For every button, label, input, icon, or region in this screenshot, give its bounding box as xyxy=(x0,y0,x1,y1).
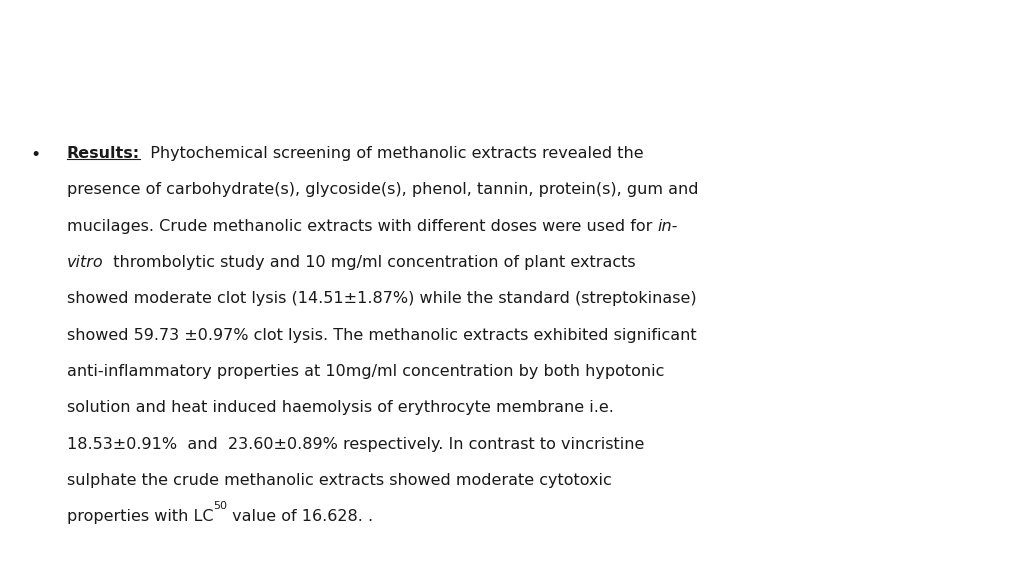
Text: properties with LC: properties with LC xyxy=(67,510,213,525)
Text: showed moderate clot lysis (14.51±1.87%) while the standard (streptokinase): showed moderate clot lysis (14.51±1.87%)… xyxy=(67,291,696,306)
Text: thrombolytic study and 10 mg/ml concentration of plant extracts: thrombolytic study and 10 mg/ml concentr… xyxy=(103,255,636,270)
Text: Pharmacology, Toxicology and Biomedical Reports: Pharmacology, Toxicology and Biomedical … xyxy=(23,67,337,79)
Text: Abstract:: Abstract: xyxy=(23,101,131,121)
Text: vitro: vitro xyxy=(67,255,103,270)
Text: Phytochemical screening of methanolic extracts revealed the: Phytochemical screening of methanolic ex… xyxy=(139,146,643,161)
Text: anti-inflammatory properties at 10mg/ml concentration by both hypotonic: anti-inflammatory properties at 10mg/ml … xyxy=(67,364,664,379)
Text: •: • xyxy=(31,146,41,164)
Text: value of 16.628. .: value of 16.628. . xyxy=(227,510,373,525)
Text: PTB Reports: PTB Reports xyxy=(23,17,273,51)
Text: sulphate the crude methanolic extracts showed moderate cytotoxic: sulphate the crude methanolic extracts s… xyxy=(67,473,611,488)
Text: 18.53±0.91%  and  23.60±0.89% respectively. In contrast to vincristine: 18.53±0.91% and 23.60±0.89% respectively… xyxy=(67,437,644,452)
Text: 50: 50 xyxy=(213,502,227,511)
Text: mucilages. Crude methanolic extracts with different doses were used for: mucilages. Crude methanolic extracts wit… xyxy=(67,218,657,233)
Text: presence of carbohydrate(s), glycoside(s), phenol, tannin, protein(s), gum and: presence of carbohydrate(s), glycoside(s… xyxy=(67,182,698,197)
Text: vitro: vitro xyxy=(67,255,103,270)
Text: showed 59.73 ±0.97% clot lysis. The methanolic extracts exhibited significant: showed 59.73 ±0.97% clot lysis. The meth… xyxy=(67,328,696,343)
Text: Results:: Results: xyxy=(67,146,139,161)
Text: in-: in- xyxy=(657,218,678,233)
Text: 50: 50 xyxy=(213,502,227,511)
Text: solution and heat induced haemolysis of erythrocyte membrane i.e.: solution and heat induced haemolysis of … xyxy=(67,400,613,415)
Text: mucilages. Crude methanolic extracts with different doses were used for: mucilages. Crude methanolic extracts wit… xyxy=(67,218,657,233)
Text: properties with LC: properties with LC xyxy=(67,510,213,525)
